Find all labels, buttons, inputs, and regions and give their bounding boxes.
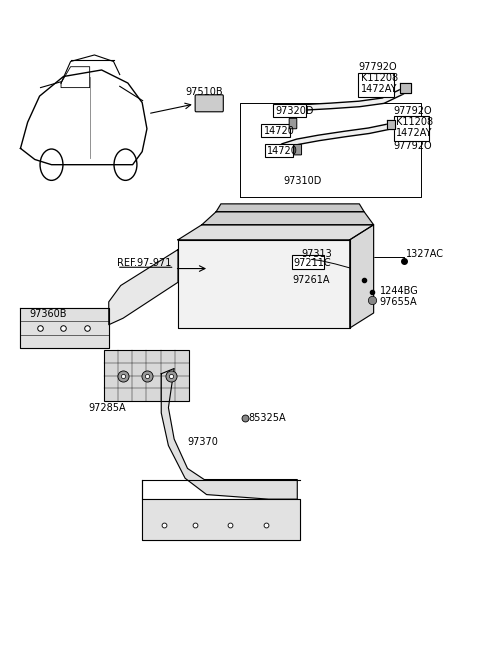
Bar xyxy=(291,255,324,268)
Text: 85325A: 85325A xyxy=(249,413,286,423)
Text: 1472AY: 1472AY xyxy=(361,84,397,94)
Polygon shape xyxy=(202,212,373,225)
Text: 1327AC: 1327AC xyxy=(406,249,444,259)
Bar xyxy=(265,144,293,157)
Text: K11208: K11208 xyxy=(396,117,433,127)
Text: 14720: 14720 xyxy=(264,126,295,136)
Text: 97261A: 97261A xyxy=(292,275,330,285)
Text: 97320D: 97320D xyxy=(276,106,314,116)
Text: 97360B: 97360B xyxy=(29,308,67,319)
FancyBboxPatch shape xyxy=(289,118,297,129)
Text: 1472AY: 1472AY xyxy=(396,128,432,138)
Bar xyxy=(394,116,429,141)
Polygon shape xyxy=(387,120,395,129)
Polygon shape xyxy=(350,225,373,328)
Text: 97510B: 97510B xyxy=(185,87,223,96)
Text: K11208: K11208 xyxy=(361,73,398,83)
Polygon shape xyxy=(142,480,300,541)
Polygon shape xyxy=(161,369,297,499)
Bar xyxy=(359,73,394,97)
Text: 97655A: 97655A xyxy=(380,297,418,307)
Polygon shape xyxy=(21,308,109,348)
Text: 97792O: 97792O xyxy=(394,142,432,152)
Text: 97211C: 97211C xyxy=(293,258,331,268)
Bar xyxy=(262,123,290,136)
Polygon shape xyxy=(400,83,411,93)
FancyBboxPatch shape xyxy=(294,144,301,155)
Text: 97792O: 97792O xyxy=(394,106,432,116)
Bar xyxy=(104,350,189,401)
Text: REF.97-971: REF.97-971 xyxy=(117,258,171,268)
Polygon shape xyxy=(216,204,364,212)
Polygon shape xyxy=(178,240,350,328)
Text: 97310D: 97310D xyxy=(283,176,321,186)
Bar xyxy=(274,104,306,117)
Polygon shape xyxy=(109,250,178,325)
Text: 97313: 97313 xyxy=(301,249,332,259)
Text: 97285A: 97285A xyxy=(88,403,126,413)
Text: 14720: 14720 xyxy=(267,146,298,156)
Text: 1244BG: 1244BG xyxy=(380,286,419,296)
Text: 97370: 97370 xyxy=(188,438,218,447)
Polygon shape xyxy=(178,225,373,240)
Text: 97792O: 97792O xyxy=(359,62,397,72)
FancyBboxPatch shape xyxy=(195,95,223,112)
